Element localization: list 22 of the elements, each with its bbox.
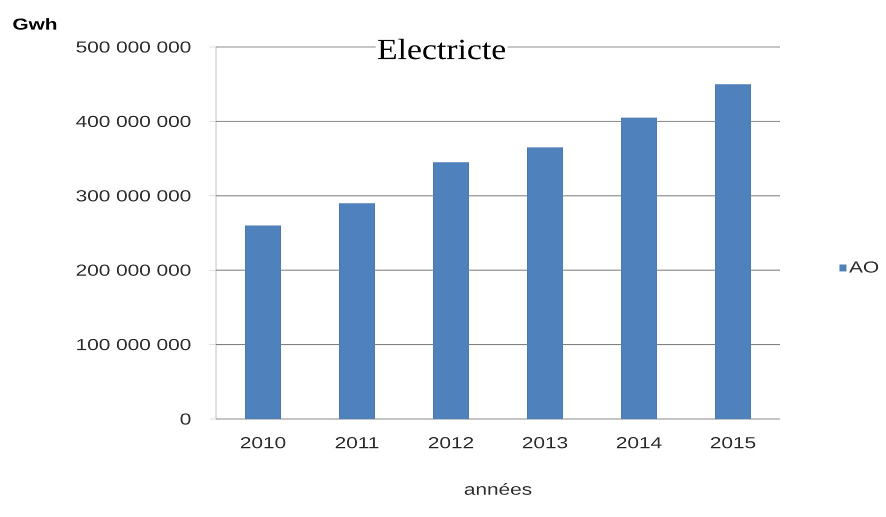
x-axis-title: années: [464, 482, 532, 495]
bar: [526, 147, 563, 419]
y-tick-label: 400 000 000: [76, 116, 190, 128]
chart-title: Electricte: [378, 38, 506, 60]
bar: [620, 118, 657, 419]
bar: [339, 203, 375, 419]
y-tick-label: 200 000 000: [76, 264, 190, 276]
x-tick-label: 2010: [240, 437, 286, 448]
y-tick-label: 500 000 000: [76, 41, 190, 53]
x-tick-label: 2011: [336, 437, 378, 448]
bar: [714, 84, 751, 419]
y-tick-label: 300 000 000: [76, 190, 190, 202]
x-tick-label: 2012: [428, 437, 474, 448]
y-tick-label: 100 000 000: [77, 338, 190, 350]
bar: [245, 226, 281, 419]
bar: [432, 162, 469, 419]
x-tick-label: 2014: [616, 437, 662, 448]
y-axis-title: Gwh: [13, 18, 56, 30]
y-tick-label: 0: [180, 413, 190, 425]
x-tick-label: 2015: [710, 437, 756, 448]
x-tick-label: 2013: [522, 437, 568, 448]
legend-label: AO: [849, 261, 878, 273]
